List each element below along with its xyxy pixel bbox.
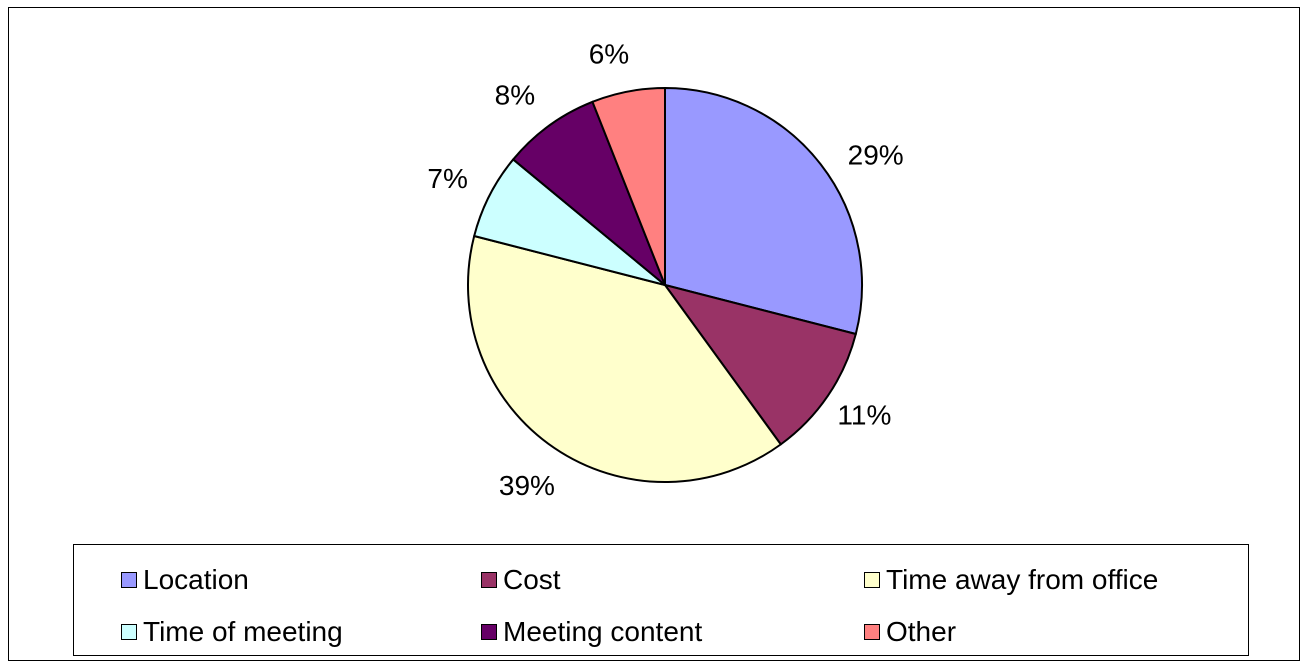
legend-label-time-away-from-office: Time away from office bbox=[886, 564, 1159, 595]
pie-data-labels: 29% 11% 39% 7% 8% 6% bbox=[427, 39, 903, 501]
legend-swatch-other bbox=[864, 624, 880, 640]
data-label-other: 6% bbox=[589, 39, 629, 70]
legend-label-cost: Cost bbox=[503, 564, 561, 595]
legend-swatch-time-of-meeting bbox=[121, 624, 137, 640]
legend-swatch-cost bbox=[481, 572, 497, 588]
data-label-time-away-from-office: 39% bbox=[499, 470, 555, 501]
legend-label-other: Other bbox=[886, 616, 957, 647]
legend-item-location: Location bbox=[121, 560, 249, 600]
pie-slice-time-away-from-office bbox=[467, 235, 782, 483]
pie-slice-cost bbox=[664, 284, 857, 446]
data-label-time-of-meeting: 7% bbox=[427, 163, 467, 194]
legend-item-time-away-from-office: Time away from office bbox=[864, 560, 1158, 600]
legend: Location Cost Time away from office Time… bbox=[73, 544, 1249, 656]
data-label-location: 29% bbox=[848, 139, 904, 170]
legend-item-time-of-meeting: Time of meeting bbox=[121, 612, 343, 652]
legend-item-other: Other bbox=[864, 612, 956, 652]
legend-swatch-location bbox=[121, 572, 137, 588]
legend-swatch-meeting-content bbox=[481, 624, 497, 640]
legend-label-location: Location bbox=[143, 564, 249, 595]
legend-item-meeting-content: Meeting content bbox=[481, 612, 702, 652]
pie-slice-meeting-content bbox=[512, 100, 666, 286]
pie-slices bbox=[467, 87, 863, 483]
legend-swatch-time-away-from-office bbox=[864, 572, 880, 588]
legend-item-cost: Cost bbox=[481, 560, 561, 600]
pie-slice-other bbox=[591, 87, 666, 286]
legend-label-meeting-content: Meeting content bbox=[503, 616, 703, 647]
legend-label-time-of-meeting: Time of meeting bbox=[143, 616, 343, 647]
data-label-cost: 11% bbox=[837, 400, 891, 431]
pie-slice-location bbox=[664, 87, 863, 335]
data-label-meeting-content: 8% bbox=[495, 79, 535, 110]
